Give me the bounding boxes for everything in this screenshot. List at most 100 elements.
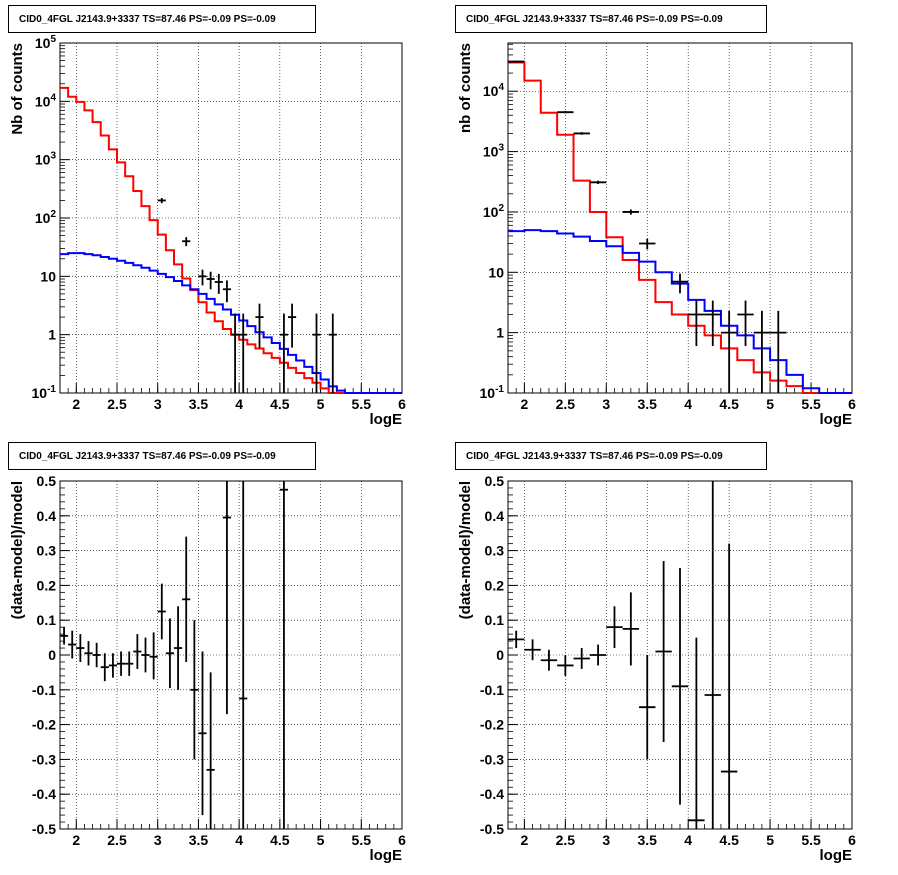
y-tick-label: -0.4 [32, 786, 56, 802]
residual-point [157, 583, 166, 640]
data-point [222, 280, 231, 303]
y-tick-label: 0.4 [485, 508, 505, 524]
y-tick-label: 0 [48, 647, 56, 663]
residual-point [540, 649, 558, 671]
x-tick-label: 6 [848, 832, 856, 848]
y-tick-label: 0 [496, 647, 504, 663]
data-point [671, 273, 689, 294]
data-point [231, 313, 240, 393]
panel-1: 2 2.5 3 3.5 4 4.5 5 5.5 6 10-1 1 10 102 103 104 logE nb … [457, 42, 856, 428]
panel-title-bottom-left: CID0_4FGL J2143.9+3337 TS=87.46 PS=-0.09… [8, 442, 316, 470]
x-tick-label: 3 [154, 396, 162, 412]
y-tick-label: 102 [483, 203, 505, 220]
residual-point [141, 637, 150, 673]
x-tick-label: 4 [684, 832, 692, 848]
x-axis-title: logE [370, 847, 403, 864]
y-axis-title: (data-model)/model [457, 481, 474, 619]
residual-point [108, 653, 117, 678]
x-tick-label: 5.5 [352, 832, 372, 848]
x-tick-label: 4.5 [719, 832, 739, 848]
residual-point [524, 639, 541, 661]
panel-title-top-left: CID0_4FGL J2143.9+3337 TS=87.46 PS=-0.09… [8, 5, 316, 33]
y-tick-label: 105 [35, 34, 57, 51]
x-axis-title: logE [370, 411, 403, 428]
residual-point [239, 481, 248, 829]
residual-point [133, 634, 142, 669]
y-tick-label: 0.5 [37, 473, 57, 489]
residual-point [190, 620, 199, 760]
data-point [206, 271, 215, 290]
data-point [573, 132, 590, 135]
x-tick-label: 6 [848, 396, 856, 412]
x-tick-label: 5 [317, 396, 325, 412]
data-point [328, 313, 337, 393]
x-tick-label: 4.5 [270, 396, 290, 412]
y-tick-label: 10-1 [32, 384, 57, 401]
x-tick-label: 5 [317, 832, 325, 848]
data-point [639, 238, 656, 250]
data-point [198, 269, 207, 286]
x-tick-label: 4 [684, 396, 692, 412]
y-tick-label: 10 [488, 264, 504, 280]
panel-title-bottom-right: CID0_4FGL J2143.9+3337 TS=87.46 PS=-0.09… [455, 442, 767, 470]
y-tick-label: -0.3 [32, 751, 56, 767]
data-point [279, 313, 288, 393]
residual-point [84, 641, 93, 666]
y-axis-title: (data-model)/model [9, 481, 26, 619]
data-point [255, 303, 264, 348]
residual-point [125, 651, 134, 676]
residual-point [589, 644, 607, 666]
panel-3: 2 2.5 3 3.5 4 4.5 5 5.5 6 -0.5 -0.4 -0.3 -0.2 -0.1 0 0.… [457, 473, 856, 864]
residual-point [76, 634, 85, 662]
x-tick-label: 2.5 [556, 396, 576, 412]
residual-point [222, 481, 231, 715]
y-tick-label: 0.3 [485, 543, 505, 559]
residual-point [92, 642, 101, 668]
y-tick-label: -0.2 [480, 717, 504, 733]
residual-point [622, 592, 640, 666]
residual-point [557, 655, 574, 676]
data-point [157, 198, 166, 204]
y-tick-label: 0.3 [37, 543, 57, 559]
data-point [770, 310, 787, 393]
y-tick-label: 103 [35, 151, 57, 168]
x-tick-label: 6 [398, 396, 406, 412]
y-tick-label: -0.5 [32, 821, 56, 837]
x-tick-label: 5.5 [801, 396, 821, 412]
residual-point [182, 536, 191, 662]
data-point [622, 209, 640, 215]
x-tick-label: 4 [235, 832, 243, 848]
data-point [508, 60, 525, 63]
y-tick-label: 1 [48, 327, 56, 343]
x-tick-label: 2 [72, 832, 80, 848]
x-tick-label: 2 [72, 396, 80, 412]
residual-point [704, 481, 721, 829]
x-tick-label: 3 [602, 396, 610, 412]
data-point [737, 300, 754, 347]
y-tick-label: -0.4 [480, 786, 504, 802]
x-tick-label: 4.5 [270, 832, 290, 848]
residual-point [508, 630, 525, 649]
residual-point [573, 648, 590, 669]
x-axis-title: logE [820, 411, 853, 428]
data-point [182, 237, 191, 247]
data-point [720, 310, 738, 393]
data-point [704, 300, 721, 347]
y-tick-label: 1 [496, 325, 504, 341]
x-tick-label: 4 [235, 396, 243, 412]
residual-point [206, 672, 215, 829]
data-point [589, 180, 607, 185]
residual-point [68, 630, 77, 659]
panel-0: 2 2.5 3 3.5 4 4.5 5 5.5 6 10-1 1 10 102 103 104 105 logE… [9, 34, 406, 428]
x-tick-label: 3 [602, 832, 610, 848]
y-tick-label: -0.2 [32, 717, 56, 733]
residual-point [655, 561, 672, 742]
residual-point [165, 618, 174, 689]
x-tick-label: 2.5 [556, 832, 576, 848]
residual-point [671, 568, 689, 805]
x-tick-label: 5 [766, 832, 774, 848]
residual-point [606, 606, 623, 649]
residual-point [117, 651, 126, 676]
x-tick-label: 4.5 [719, 396, 739, 412]
